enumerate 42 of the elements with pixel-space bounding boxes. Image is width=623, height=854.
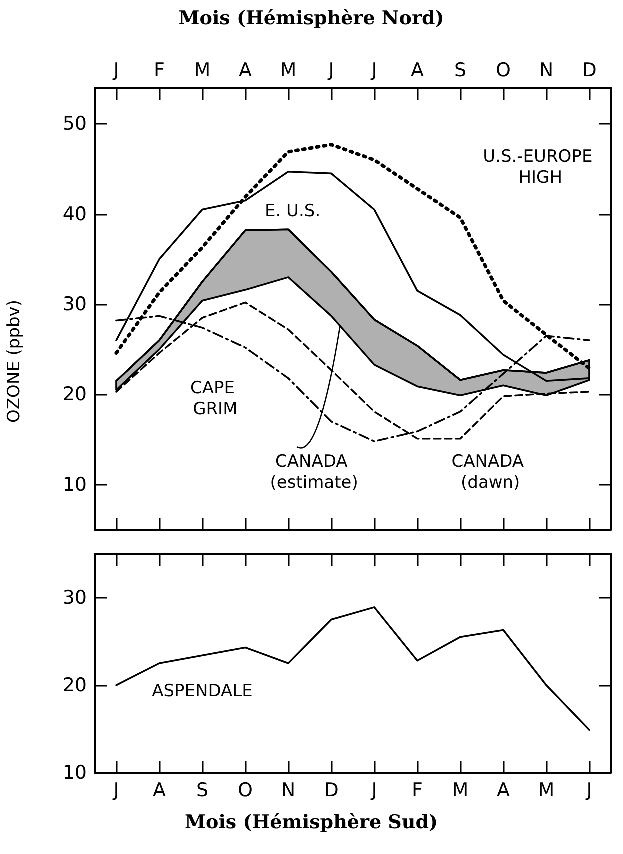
series-label: ASPENDALE (152, 682, 253, 702)
x-tick-label: F (154, 60, 165, 82)
x-axis-title: Mois (Hémisphère Sud) (185, 812, 438, 834)
x-tick-label: J (370, 60, 378, 82)
x-tick-label: S (454, 60, 467, 82)
x-tick-label: J (112, 780, 120, 802)
y-tick-label: 40 (62, 203, 87, 226)
x-tick-label: J (370, 780, 378, 802)
x-axis-title: Mois (Hémisphère Nord) (178, 8, 444, 30)
x-tick-label: D (582, 60, 597, 82)
x-tick-label: S (196, 780, 209, 802)
text: U.S.-EUROPE HIGH (483, 146, 593, 188)
y-tick-label: 50 (62, 113, 87, 136)
y-tick-label: 20 (62, 674, 87, 696)
x-tick-label: J (112, 60, 120, 82)
y-tick-label: 10 (62, 474, 87, 496)
x-tick-label: D (324, 780, 339, 802)
y-tick-label: 10 (62, 762, 87, 784)
series-label: E. U.S. (265, 202, 321, 222)
y-tick-label: 20 (62, 384, 87, 406)
y-tick-label: 30 (62, 293, 87, 316)
x-tick-label: N (281, 780, 296, 802)
x-tick-label: O (496, 60, 511, 82)
x-tick-label: O (238, 780, 253, 802)
x-tick-label: M (452, 780, 469, 802)
x-tick-label: N (539, 60, 554, 82)
x-tick-label: A (153, 780, 166, 802)
series-label: CANADA (dawn) (452, 452, 530, 493)
x-tick-label: M (280, 60, 297, 82)
x-tick-label: F (412, 780, 423, 802)
x-tick-label: A (497, 780, 510, 802)
text: CANADA (estimate) (270, 452, 358, 493)
y-tick-label: 30 (62, 586, 87, 609)
y-axis-title: OZONE (ppbv) (4, 300, 24, 423)
x-tick-label: M (538, 780, 555, 802)
x-tick-label: A (411, 60, 424, 82)
x-tick-label: J (586, 780, 592, 802)
x-tick-label: J (328, 60, 334, 82)
x-tick-label: M (194, 60, 211, 82)
line-series (116, 606, 590, 731)
series-label: CAPE GRIM (190, 378, 240, 420)
x-tick-label: A (239, 60, 252, 82)
